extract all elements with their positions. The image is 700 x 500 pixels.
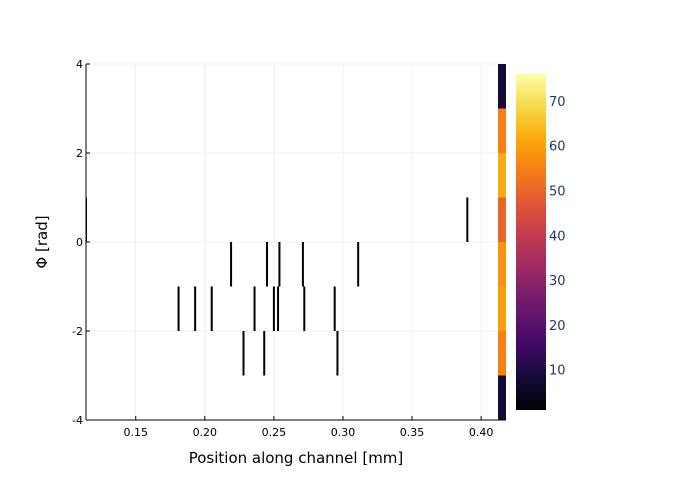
heatmap-cell [498, 286, 506, 331]
heatmap-cell [357, 242, 360, 287]
heatmap-cell [498, 331, 506, 376]
heatmap-cell [177, 286, 180, 331]
colorbar-tick-label: 10 [549, 364, 566, 379]
colorbar-tick-label: 30 [549, 274, 566, 289]
heatmap-cell [210, 286, 213, 331]
y-axis-title: Φ [rad] [33, 215, 51, 268]
y-tick-label: 4 [76, 58, 83, 71]
heatmap-cell [466, 197, 469, 242]
heatmap-cell [498, 153, 506, 198]
tick-labels: 0.15 0.20 0.25 0.30 0.35 0.40 -4 -2 0 2 4 [72, 58, 493, 439]
heatmap-cell [498, 197, 506, 242]
colorbar-tick-label: 50 [549, 184, 566, 199]
heatmap-cell [230, 242, 233, 287]
colorbar-tick-label: 40 [549, 229, 566, 244]
y-tick-label: -2 [72, 325, 83, 338]
heatmap-cell [277, 286, 280, 331]
axes [85, 63, 506, 421]
x-tick-label: 0.35 [400, 426, 425, 439]
heatmap-cell [253, 286, 256, 331]
x-tick-label: 0.30 [331, 426, 356, 439]
heatmap-cell [265, 242, 268, 287]
heatmap-cell [498, 242, 506, 287]
x-tick-label: 0.25 [262, 426, 287, 439]
y-tick-label: 2 [76, 147, 83, 160]
colorbar: 10 20 30 40 50 60 70 [516, 74, 566, 410]
heatmap-cell [194, 286, 197, 331]
colorbar-tick-label: 60 [549, 140, 566, 155]
heatmap-cell [498, 108, 506, 153]
grid-lines [86, 63, 506, 421]
heatmap-cell [498, 375, 506, 420]
colorbar-tick-label: 70 [549, 95, 566, 110]
y-tick-label: 0 [76, 236, 83, 249]
x-axis-title: Position along channel [mm] [189, 449, 404, 467]
colorbar-tick-label: 20 [549, 319, 566, 334]
heatmap-cell [263, 331, 266, 376]
heatmap-cell [336, 331, 339, 376]
x-tick-label: 0.40 [469, 426, 494, 439]
heatmap-cell [498, 64, 506, 109]
heatmap-cell [272, 286, 275, 331]
heatmap-cell [303, 286, 306, 331]
x-tick-label: 0.20 [193, 426, 218, 439]
heatmap-cell [301, 242, 304, 287]
colorbar-gradient [516, 74, 546, 410]
heatmap-cell [278, 242, 281, 287]
heatmap-cell [333, 286, 336, 331]
y-tick-label: -4 [72, 414, 83, 427]
heatmap-cell [242, 331, 245, 376]
x-tick-label: 0.15 [123, 426, 148, 439]
